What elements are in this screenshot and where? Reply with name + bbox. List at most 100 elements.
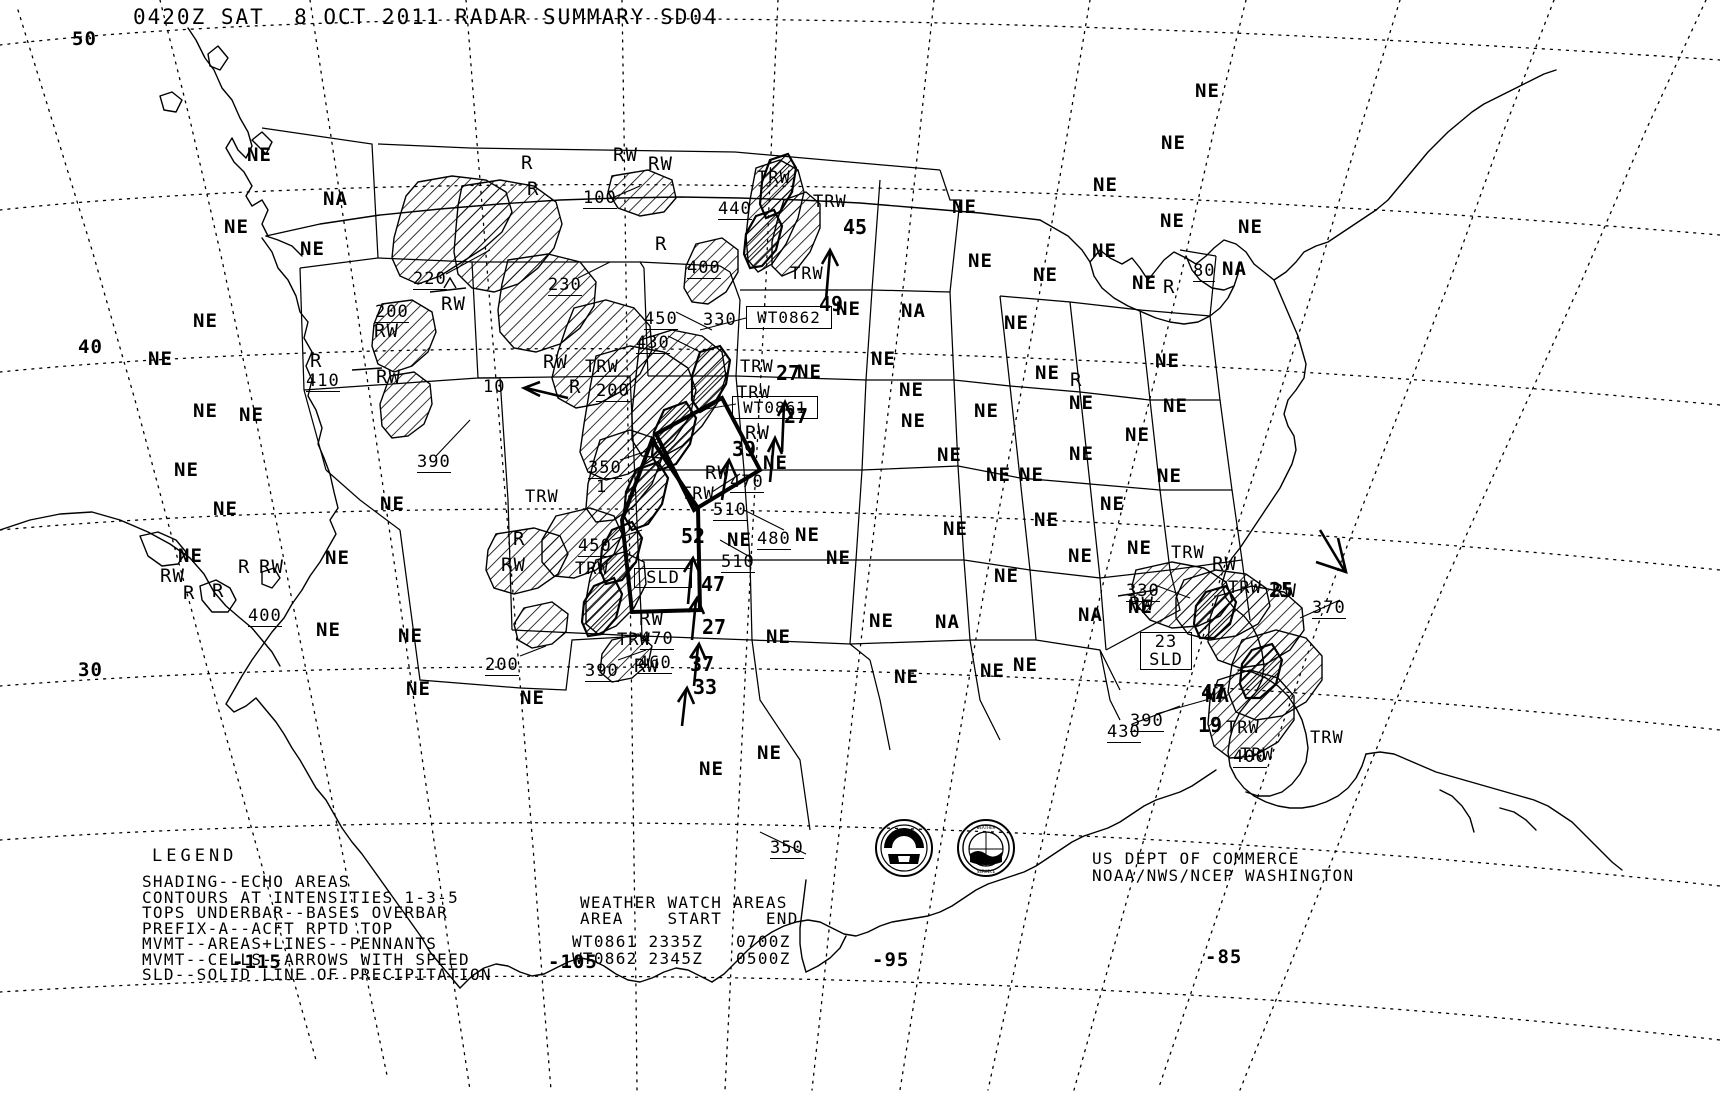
station-label: NE (894, 666, 919, 688)
station-label: NE (406, 678, 431, 700)
agency-line-2: NOAA/NWS/NCEP WASHINGTON (1092, 866, 1355, 885)
echo-top-label: 230 (548, 275, 582, 296)
station-label: NE (193, 310, 218, 332)
watch-areas-rows: WT0861 2335Z 0700Z WT0862 2345Z 0500Z (572, 932, 791, 968)
cell-speed-label: 39 (732, 437, 757, 461)
station-label: R (569, 376, 582, 398)
movement-arrows (520, 247, 1348, 727)
station-label: RW (1272, 580, 1297, 602)
station-label: NE (247, 144, 272, 166)
station-label: NE (727, 529, 752, 551)
sld-box: 23 SLD (1140, 632, 1192, 670)
station-label: NE (398, 625, 423, 647)
station-label: RW (543, 351, 568, 373)
cell-speed-label: 45 (843, 215, 868, 239)
nws-logo: WEATHER SERVICE (957, 819, 1015, 877)
station-label: TRW (1171, 543, 1205, 563)
station-label: NE (300, 238, 325, 260)
echo-top-label: 510 (713, 500, 747, 521)
svg-text:WEATHER: WEATHER (977, 825, 996, 831)
lon-label: -105 (548, 951, 598, 973)
station-label: NE (763, 452, 788, 474)
echo-top-label: 350 (770, 838, 804, 859)
svg-text:SERVICE: SERVICE (977, 869, 996, 875)
lat-label: 40 (78, 336, 103, 358)
cell-speed-label: 47 (1201, 680, 1226, 704)
echo-top-label: 470 (640, 629, 674, 650)
echo-top-label: 200 (375, 302, 409, 323)
station-label: NE (239, 404, 264, 426)
station-label: NE (968, 250, 993, 272)
station-label: TRW (1226, 718, 1260, 738)
station-label: R (183, 582, 196, 604)
echo-top-label: 390 (1130, 711, 1164, 732)
station-label: TRW (1228, 578, 1262, 598)
station-label: NE (380, 493, 405, 515)
station-label: TRW (737, 383, 771, 403)
echo-top-label: 430 (1107, 722, 1141, 743)
echo-top-label: 450 (578, 536, 612, 557)
station-label: TRW (575, 559, 609, 579)
echo-top-label: 1 (596, 477, 608, 497)
cell-speed-label: 33 (693, 675, 718, 699)
station-label: R (1163, 276, 1176, 298)
station-label: NE (766, 626, 791, 648)
station-label: NE (699, 758, 724, 780)
pennant-lines (351, 276, 1157, 597)
station-label: NE (224, 216, 249, 238)
station-label: NA (935, 611, 960, 633)
station-label: NE (325, 547, 350, 569)
station-label: RW (160, 565, 185, 587)
watch-box-label[interactable]: WT0862 (746, 306, 832, 329)
station-label: RW (501, 554, 526, 576)
leader-lines (435, 185, 1341, 855)
station-label: NE (1163, 395, 1188, 417)
station-label: RW (639, 608, 664, 630)
echo-top-label: 430 (636, 333, 670, 354)
station-label: R (1070, 369, 1083, 391)
cell-speed-label: 37 (690, 652, 715, 676)
station-label: NE (899, 379, 924, 401)
station-label: NE (148, 348, 173, 370)
station-label: NE (316, 619, 341, 641)
echo-top-label: 350 (588, 458, 622, 479)
station-label: TRW (790, 264, 824, 284)
cell-speed-label: 52 (681, 524, 706, 548)
station-label: TRW (617, 630, 651, 650)
lat-label: 30 (78, 659, 103, 681)
station-label: NE (1195, 80, 1220, 102)
station-label: NE (871, 348, 896, 370)
legend-header: LEGEND (152, 846, 238, 866)
station-label: NE (1157, 465, 1182, 487)
station-label: R (513, 528, 526, 550)
station-label: NA (1222, 258, 1247, 280)
echo-top-label: 390 (585, 661, 619, 682)
echo-top-label: 400 (1233, 747, 1267, 768)
watch-box-label[interactable]: WT0861 (732, 396, 818, 419)
svg-text:NOAA: NOAA (899, 828, 909, 833)
station-label: NA (323, 188, 348, 210)
station-label: NE (943, 518, 968, 540)
cell-speed-label: 19 (1198, 713, 1223, 737)
station-label: NE (178, 545, 203, 567)
echo-top-label: 460 (638, 653, 672, 674)
station-label: R (212, 580, 225, 602)
lon-label: -115 (232, 951, 282, 973)
lat-label: 50 (72, 28, 97, 50)
legend-body: SHADING--ECHO AREAS CONTOURS AT INTENSIT… (142, 872, 492, 984)
station-label: NE (213, 498, 238, 520)
station-label: TRW (740, 357, 774, 377)
station-label: RW (259, 556, 284, 578)
echo-top-label: 80 (1193, 261, 1216, 282)
station-label: NE (1160, 210, 1185, 232)
station-label: NE (1034, 509, 1059, 531)
sld-box: SLD (634, 568, 692, 588)
station-label: NE (797, 361, 822, 383)
station-label: NE (1068, 545, 1093, 567)
station-label: NE (1127, 537, 1152, 559)
station-label: NE (869, 610, 894, 632)
station-label: R (521, 152, 534, 174)
echo-top-label: 10 (483, 377, 506, 397)
station-label: NE (174, 459, 199, 481)
